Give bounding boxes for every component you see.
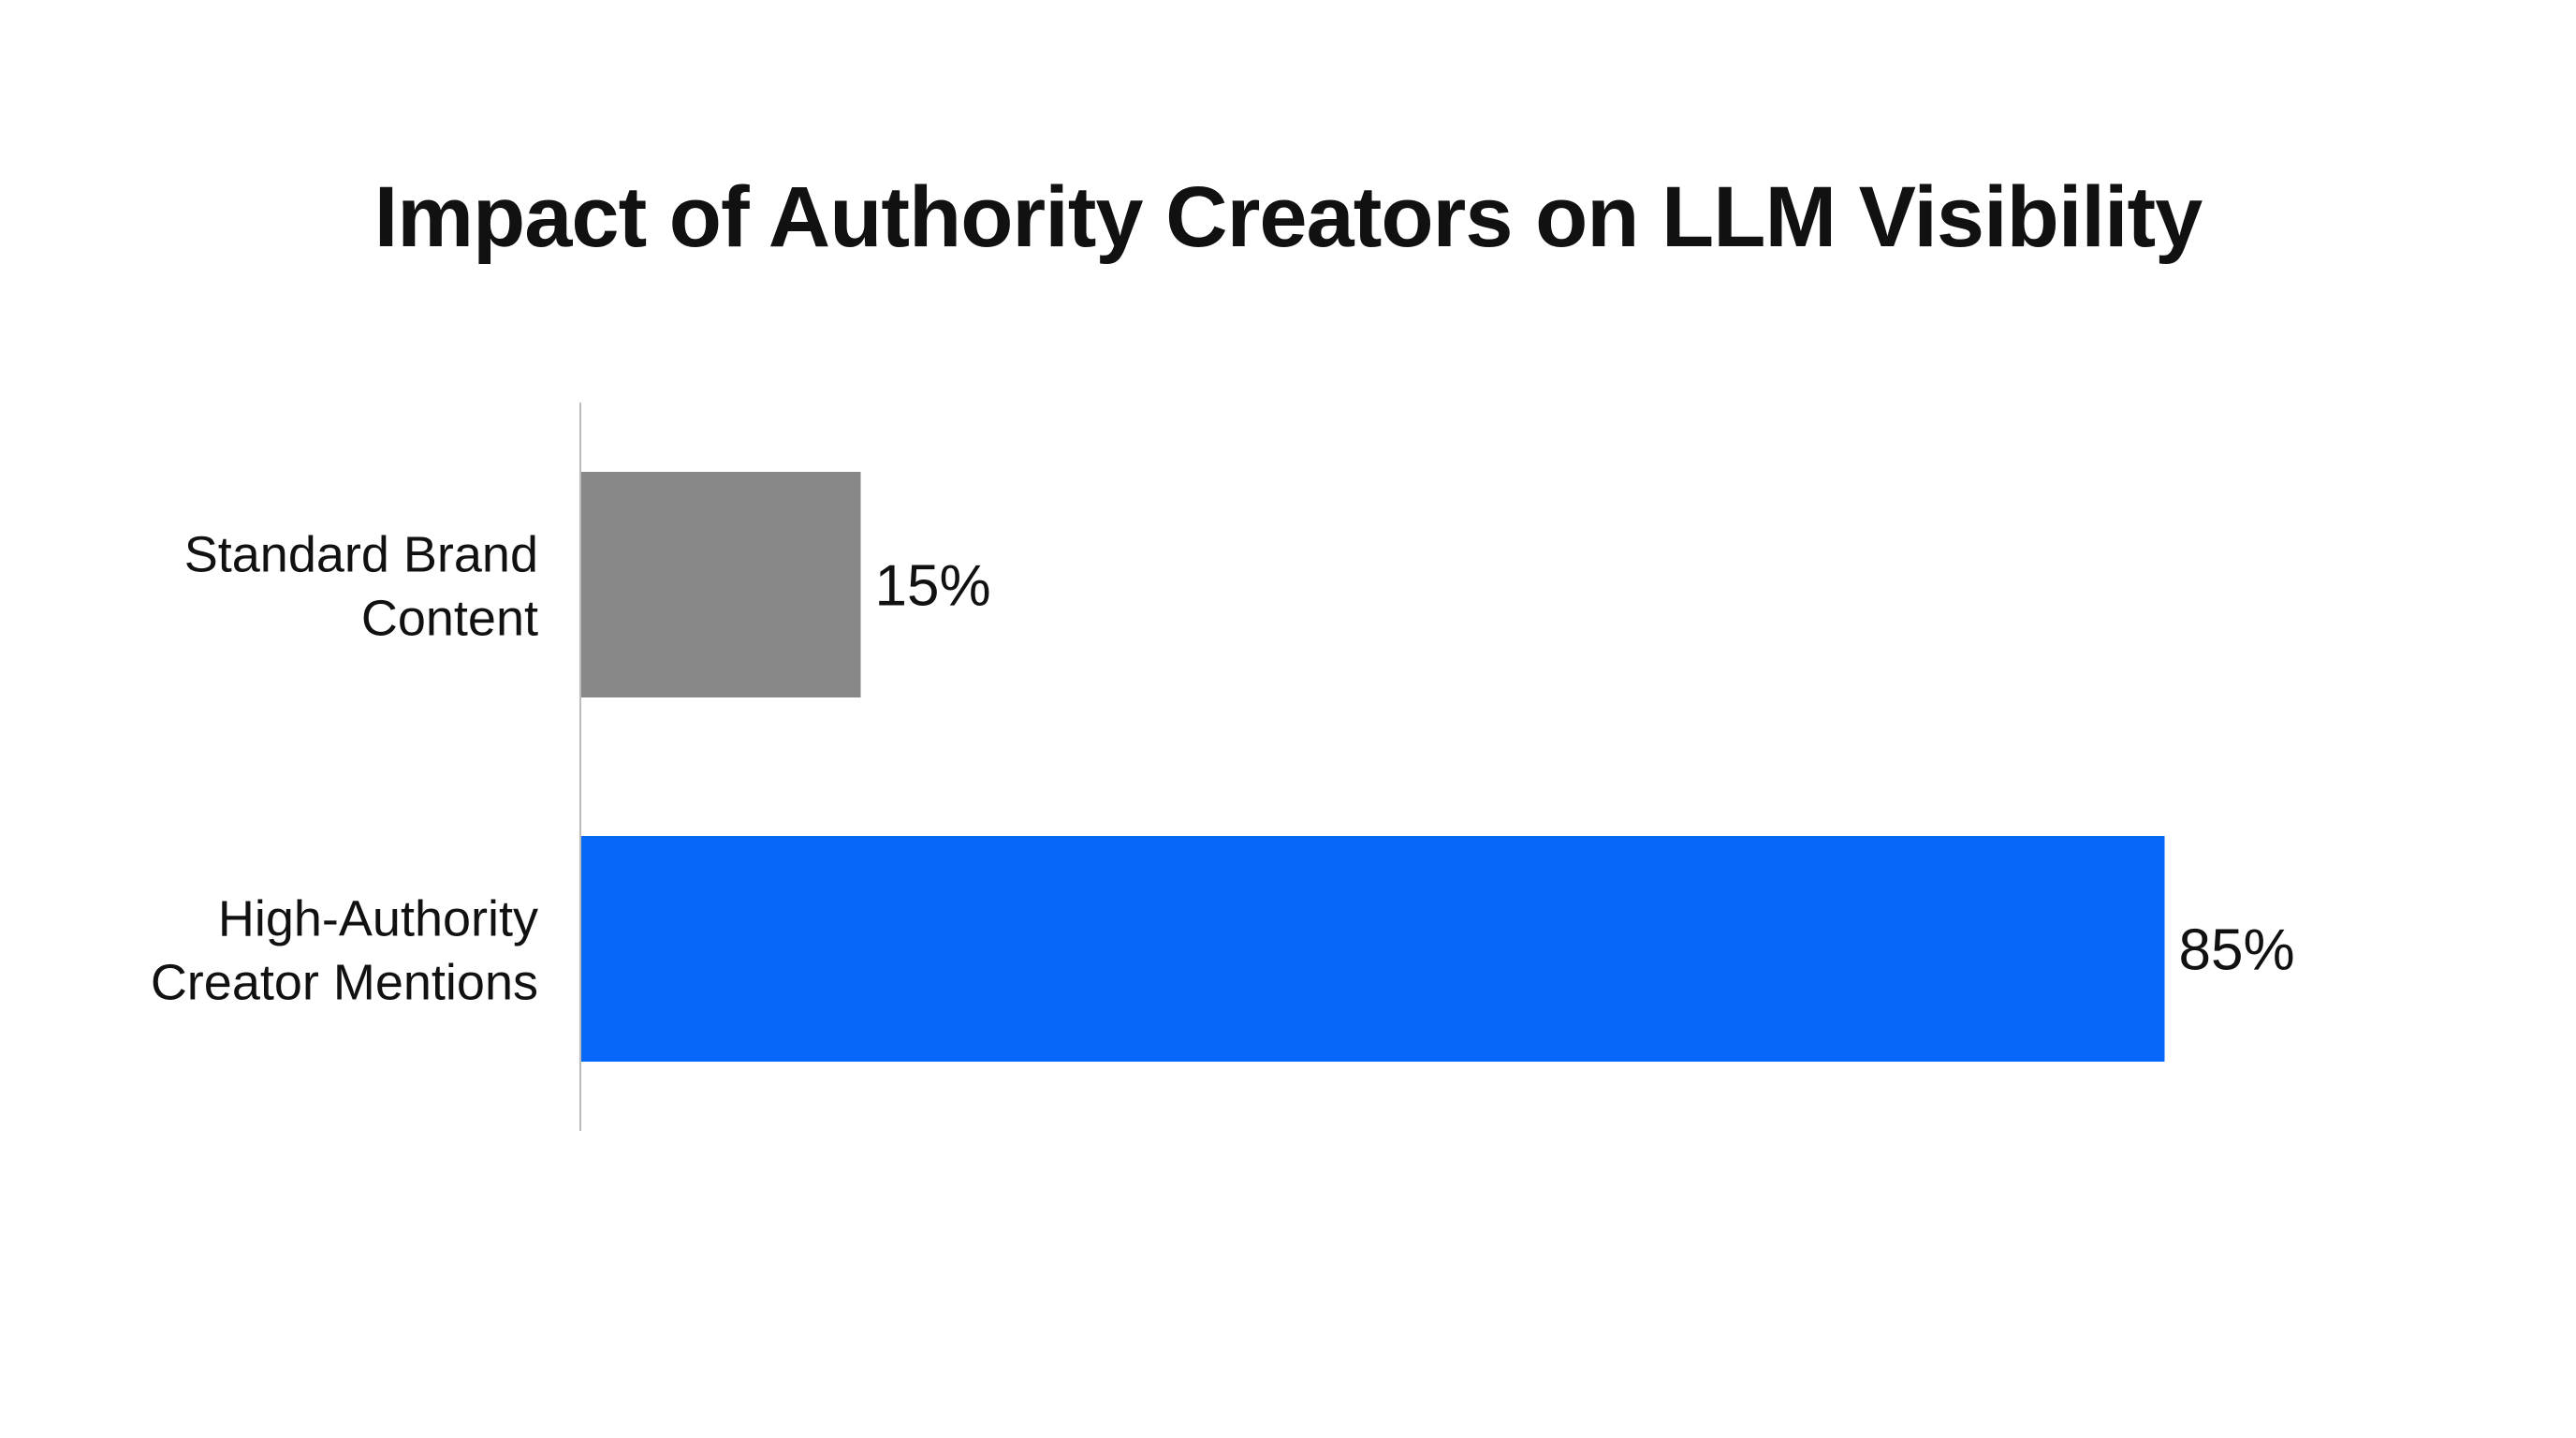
category-label: Standard Brand — [184, 527, 538, 583]
value-label: 15% — [875, 554, 991, 619]
category-label: High-Authority — [218, 891, 538, 947]
chart-title: Impact of Authority Creators on LLM Visi… — [373, 169, 2203, 265]
bar — [581, 472, 861, 697]
bar — [581, 836, 2165, 1062]
value-label: 85% — [2179, 918, 2295, 983]
category-label: Content — [361, 591, 538, 647]
category-label: Creator Mentions — [151, 955, 538, 1011]
